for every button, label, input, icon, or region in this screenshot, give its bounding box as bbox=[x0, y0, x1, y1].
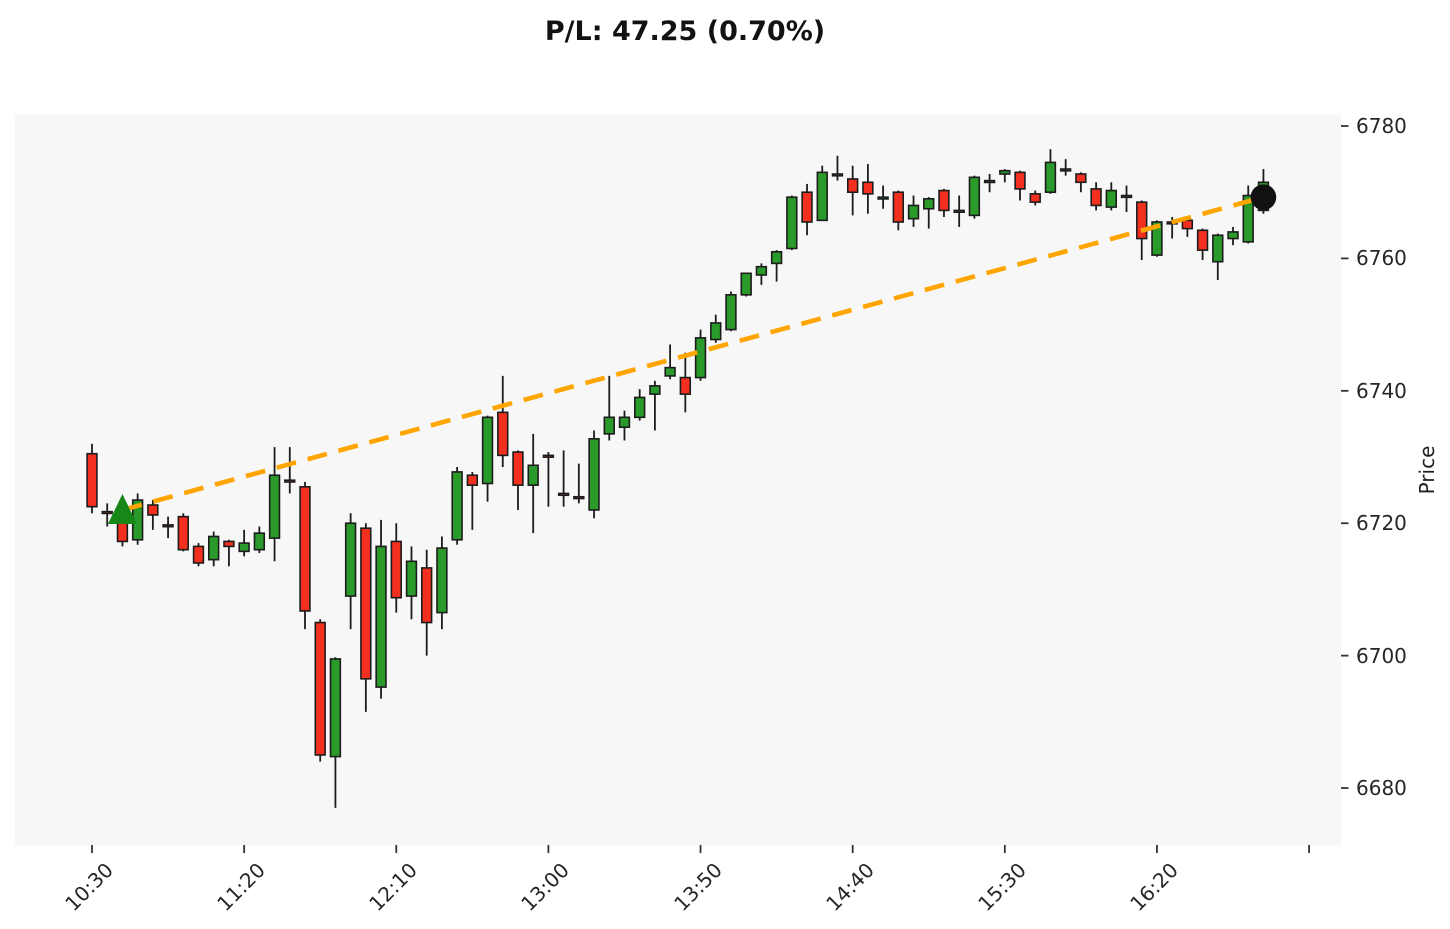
candle-body-up bbox=[831, 173, 844, 177]
candle-body-up bbox=[786, 196, 798, 250]
candle-body-down bbox=[1136, 201, 1148, 240]
candle-body-down bbox=[801, 191, 813, 223]
y-tick-label: 6680 bbox=[1356, 776, 1407, 801]
candle-body-down bbox=[862, 181, 874, 195]
candle-body-down bbox=[1014, 171, 1026, 190]
candle-body-up bbox=[208, 535, 220, 561]
candle-body-up bbox=[1151, 221, 1163, 256]
candle-body-up bbox=[770, 250, 783, 265]
candle-body-up bbox=[344, 522, 357, 597]
y-axis-title: Price bbox=[1415, 445, 1439, 495]
candle-body-up bbox=[710, 322, 722, 341]
candle-body-up bbox=[603, 416, 615, 435]
candle-body-up bbox=[527, 464, 539, 486]
candle-body-up bbox=[1120, 194, 1133, 199]
candle-body-down bbox=[314, 621, 326, 756]
candle-body-up bbox=[816, 171, 828, 222]
candle-body-down bbox=[360, 527, 372, 680]
entry-marker-triangle bbox=[107, 493, 137, 524]
candle-body-down bbox=[1090, 188, 1102, 207]
candle-body-down bbox=[573, 495, 585, 500]
candle-body-up bbox=[649, 385, 661, 395]
y-tick-label: 6700 bbox=[1356, 643, 1407, 668]
candle-body-up bbox=[268, 474, 281, 539]
exit-marker-dot bbox=[1250, 184, 1277, 210]
y-tick-label: 6740 bbox=[1356, 378, 1407, 403]
candle-body-down bbox=[497, 411, 509, 457]
candle-body-up bbox=[999, 169, 1011, 175]
candle-body-down bbox=[892, 191, 905, 223]
candles-group bbox=[86, 149, 1270, 808]
candle-body-up bbox=[664, 366, 676, 377]
candle-body-down bbox=[557, 492, 570, 497]
candle-body-up bbox=[968, 176, 981, 217]
candle-body-up bbox=[633, 396, 646, 419]
candle-body-up bbox=[953, 209, 965, 214]
candle-body-up bbox=[983, 179, 996, 184]
candle-body-up bbox=[1105, 189, 1118, 208]
candle-body-down bbox=[1075, 173, 1087, 184]
candle-body-down bbox=[299, 486, 311, 612]
candle-body-down bbox=[1196, 229, 1209, 251]
candle-body-up bbox=[1242, 194, 1254, 243]
candle-body-up bbox=[481, 416, 494, 485]
candle-body-down bbox=[512, 451, 524, 486]
y-tick-label: 6760 bbox=[1356, 246, 1407, 271]
candle-body-up bbox=[923, 198, 935, 210]
candle-body-up bbox=[1227, 231, 1239, 240]
candle-body-up bbox=[1059, 168, 1072, 172]
y-tick-label: 6720 bbox=[1356, 511, 1407, 536]
candle-body-up bbox=[694, 337, 707, 379]
candle-body-up bbox=[238, 542, 250, 553]
candle-body-up bbox=[253, 532, 266, 551]
candle-body-up bbox=[907, 204, 920, 220]
candle-body-down bbox=[390, 540, 402, 599]
candle-body-down bbox=[223, 540, 235, 548]
candle-body-up bbox=[329, 658, 342, 758]
candle-body-up bbox=[877, 196, 889, 200]
candle-body-down bbox=[542, 454, 555, 458]
candle-body-up bbox=[451, 471, 463, 541]
candle-body-up bbox=[755, 265, 768, 276]
candle-body-down bbox=[284, 479, 296, 483]
candle-body-up bbox=[618, 416, 631, 429]
candle-body-up bbox=[1212, 234, 1224, 263]
candle-body-up bbox=[375, 545, 387, 688]
candle-body-up bbox=[436, 547, 448, 614]
candle-body-down bbox=[101, 510, 113, 515]
candle-body-down bbox=[1181, 219, 1194, 230]
chart-title: P/L: 47.25 (0.70%) bbox=[544, 16, 826, 47]
candle-body-up bbox=[725, 294, 737, 331]
candle-body-down bbox=[938, 189, 950, 212]
y-tick-label: 6780 bbox=[1356, 114, 1407, 138]
candle-body-down bbox=[177, 515, 189, 551]
candle-body-down bbox=[846, 178, 859, 194]
candle-body-down bbox=[162, 524, 174, 528]
candle-body-down bbox=[679, 376, 692, 395]
trade-trend-line bbox=[121, 194, 1265, 513]
candle-body-down bbox=[192, 545, 205, 564]
candle-body-up bbox=[1044, 161, 1057, 194]
candle-body-down bbox=[86, 452, 98, 508]
candle-body-down bbox=[420, 567, 433, 624]
candle-body-up bbox=[740, 272, 752, 296]
candle-body-up bbox=[405, 560, 418, 597]
candle-body-down bbox=[1029, 193, 1041, 203]
candle-body-up bbox=[588, 438, 600, 511]
candle-body-down bbox=[466, 474, 479, 486]
candle-body-down bbox=[147, 504, 159, 516]
